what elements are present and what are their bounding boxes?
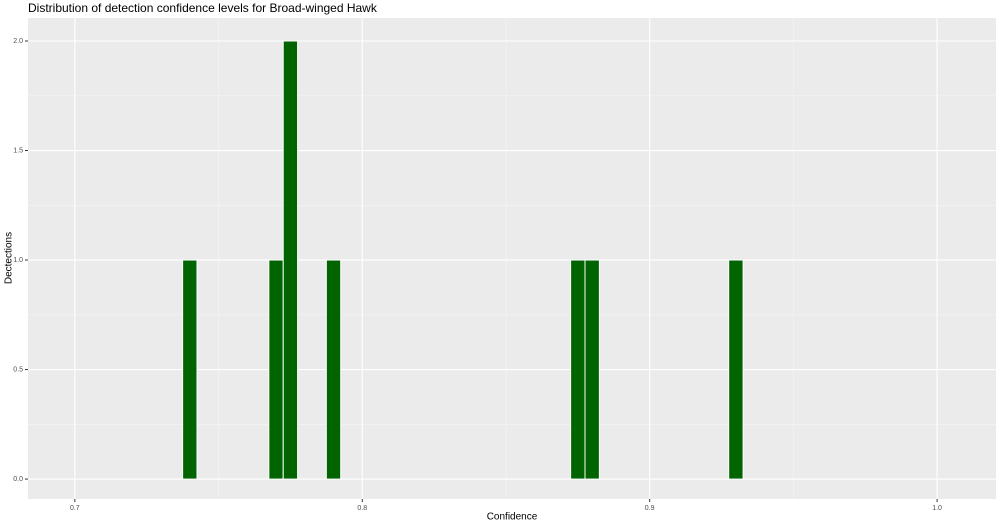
x-tick-label: 1.0 — [932, 505, 942, 512]
x-axis-label: Confidence — [487, 512, 538, 523]
y-tick-label: 0.5 — [13, 366, 23, 373]
bar — [570, 259, 586, 480]
bar — [182, 259, 198, 480]
bar — [728, 259, 744, 480]
bar — [325, 259, 342, 480]
y-axis-label: Dectections — [4, 232, 15, 284]
chart-title: Distribution of detection confidence lev… — [28, 1, 378, 15]
y-tick-label: 1.0 — [13, 257, 23, 264]
panel — [28, 18, 996, 499]
y-tick-label: 0.0 — [13, 476, 23, 483]
bar — [584, 259, 600, 480]
y-tick-label: 2.0 — [13, 38, 23, 45]
x-tick-label: 0.7 — [70, 505, 80, 512]
x-tick-label: 0.9 — [645, 505, 655, 512]
x-tick-label: 0.8 — [357, 505, 367, 512]
y-tick-label: 1.5 — [13, 147, 23, 154]
bar — [282, 40, 299, 480]
bar — [268, 259, 284, 480]
